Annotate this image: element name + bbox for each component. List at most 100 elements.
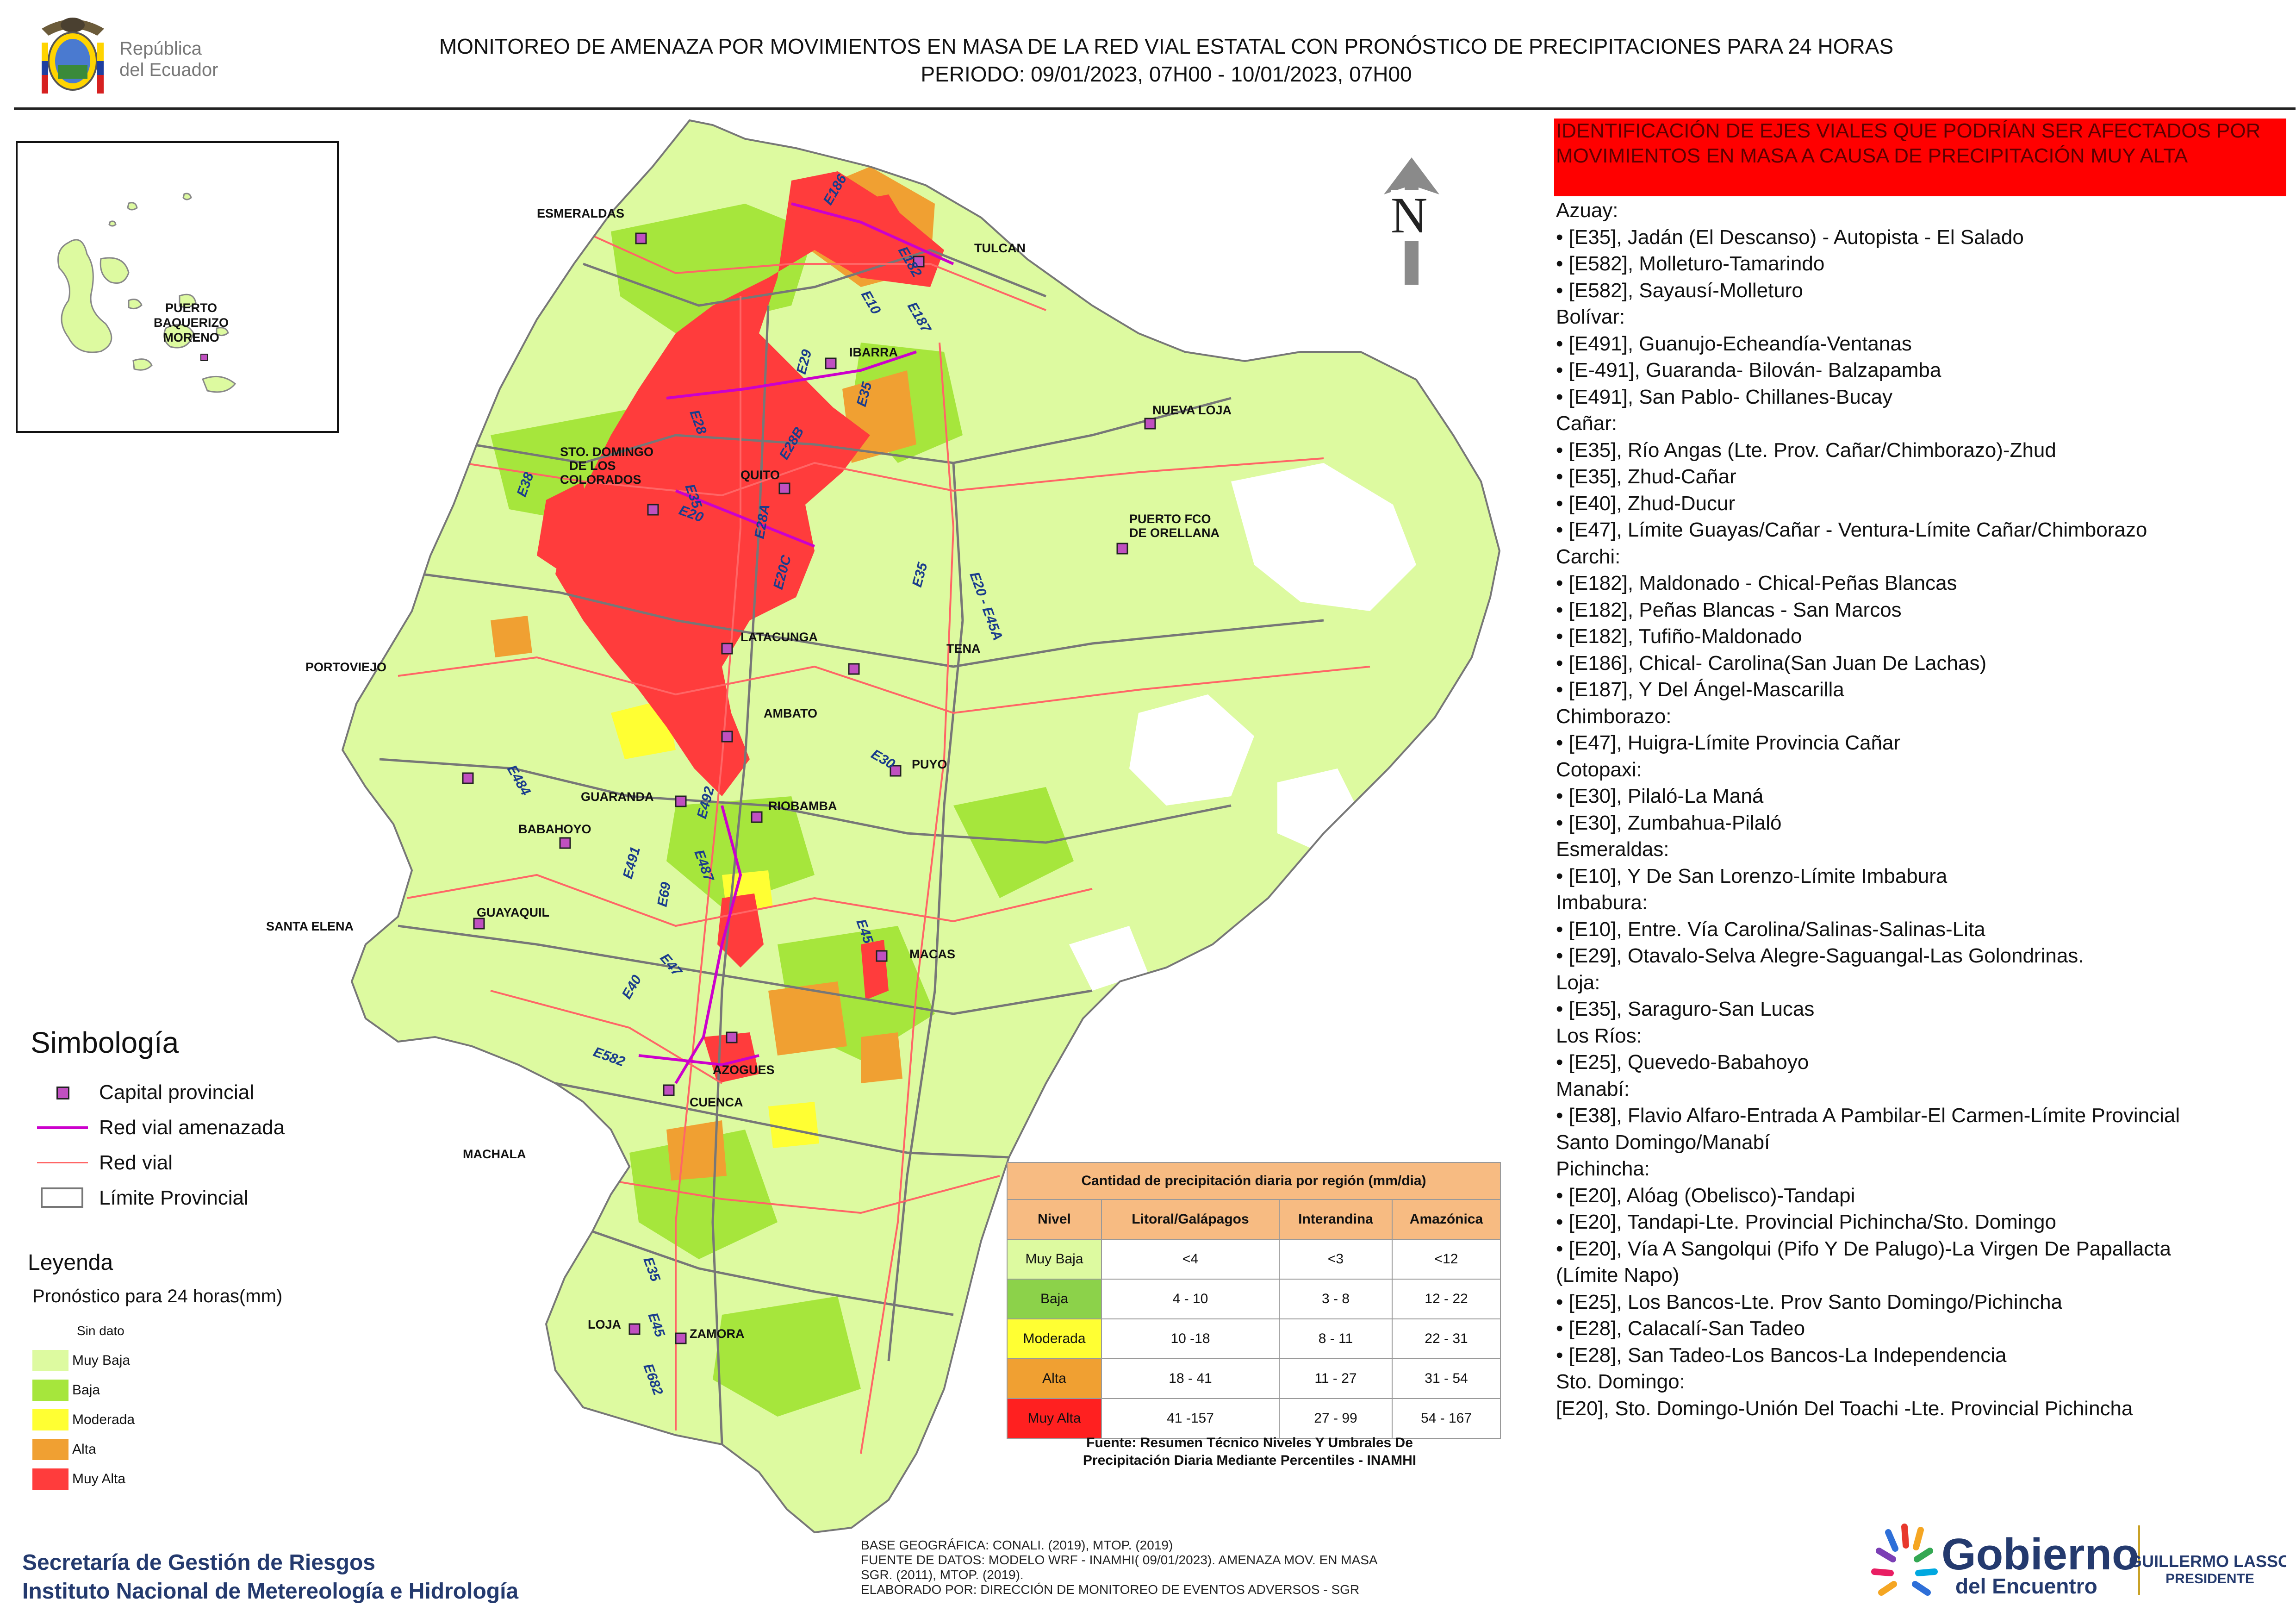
- coat-of-arms-icon: [32, 10, 113, 100]
- leyenda-item-label: Alta: [72, 1442, 96, 1457]
- precip-value: 18 - 41: [1101, 1358, 1280, 1399]
- precipitation-table: Cantidad de precipitación diaria por reg…: [1007, 1162, 1501, 1439]
- road-entry: • [E-491], Guaranda- Bilován- Balzapamba: [1556, 359, 1941, 381]
- road-entry: Santo Domingo/Manabí: [1556, 1131, 1770, 1154]
- leyenda-item-label: Moderada: [72, 1412, 135, 1427]
- city-loja: LOJA: [588, 1318, 621, 1331]
- road-entry: • [E20], Tandapi-Lte. Provincial Pichinc…: [1556, 1211, 2056, 1233]
- threat-header: IDENTIFICACIÓN DE EJES VIALES QUE PODRÍA…: [1554, 119, 2286, 196]
- road-entry: (Límite Napo): [1556, 1264, 1680, 1287]
- city-machala: MACHALA: [463, 1147, 526, 1161]
- city-sto-domingo-l1: STO. DOMINGO: [560, 445, 653, 459]
- road-entry: • [E29], Otavalo-Selva Alegre-Saguangal-…: [1556, 944, 2084, 967]
- road-entry: • [E582], Molleturo-Tamarindo: [1556, 252, 1825, 275]
- leyenda-item: Alta: [32, 1438, 96, 1461]
- road-entry: • [E30], Zumbahua-Pilaló: [1556, 811, 1782, 834]
- color-swatch: [32, 1409, 68, 1430]
- road-entry: • [E35], Zhud-Cañar: [1556, 465, 1736, 488]
- road-entry: • [E25], Los Bancos-Lte. Prov Santo Domi…: [1556, 1290, 2063, 1313]
- city-puerto-baquerizo-l2: BAQUERIZO: [154, 316, 229, 330]
- color-swatch: [32, 1320, 68, 1342]
- road-entry: • [E25], Quevedo-Babahoyo: [1556, 1051, 1809, 1074]
- province-heading: Bolívar:: [1556, 306, 1625, 328]
- city-macas: MACAS: [909, 947, 955, 961]
- city-ambato: AMBATO: [764, 706, 817, 720]
- road-entry: • [E182], Peñas Blancas - San Marcos: [1556, 598, 1902, 621]
- map-title: MONITOREO DE AMENAZA POR MOVIMIENTOS EN …: [439, 34, 1894, 86]
- city-puerto-baquerizo-l3: MORENO: [163, 331, 219, 344]
- precip-table-row: Alta 18 - 41 11 - 27 31 - 54: [1007, 1358, 1501, 1399]
- precip-value: 27 - 99: [1279, 1398, 1393, 1439]
- road-entry: • [E186], Chical- Carolina(San Juan De L…: [1556, 651, 1987, 675]
- color-swatch: [32, 1439, 68, 1460]
- province-heading: Azuay:: [1556, 199, 1618, 222]
- road-entry: • [E182], Tufiño-Maldonado: [1556, 625, 1802, 648]
- province-heading: Loja:: [1556, 971, 1600, 994]
- precip-level: Baja: [1007, 1279, 1102, 1319]
- city-ibarra: IBARRA: [849, 345, 898, 359]
- svg-text:GUILLERMO LASSO: GUILLERMO LASSO: [2129, 1552, 2286, 1571]
- city-puerto-baquerizo-l1: PUERTO: [165, 301, 217, 315]
- road-entry: • [E28], Calacalí-San Tadeo: [1556, 1317, 1805, 1340]
- leyenda-item: Muy Alta: [32, 1468, 125, 1491]
- province-heading: Carchi:: [1556, 545, 1621, 568]
- galapagos-inset: PUERTO BAQUERIZO MORENO: [16, 141, 339, 433]
- color-swatch: [32, 1350, 68, 1371]
- province-heading: Cañar:: [1556, 412, 1618, 435]
- city-nueva-loja: NUEVA LOJA: [1152, 403, 1232, 417]
- province-heading: Pichincha:: [1556, 1157, 1650, 1180]
- city-riobamba: RIOBAMBA: [768, 799, 837, 813]
- precip-value: 31 - 54: [1392, 1358, 1501, 1399]
- city-santa-elena: SANTA ELENA: [266, 919, 354, 933]
- city-azogues: AZOGUES: [713, 1063, 775, 1077]
- precip-table-row: Moderada 10 -18 8 - 11 22 - 31: [1007, 1318, 1501, 1359]
- city-sto-domingo-l2: DE LOS: [569, 459, 616, 473]
- color-swatch: [32, 1380, 68, 1401]
- threatened-roads-list: Azuay: • [E35], Jadán (El Descanso) - Aut…: [1556, 197, 2278, 1422]
- city-portoviejo: PORTOVIEJO: [305, 660, 386, 674]
- road-entry: • [E20], Alóag (Obelisco)-Tandapi: [1556, 1184, 1855, 1207]
- ecuador-map[interactable]: ESMERALDAS TULCAN IBARRA NUEVA LOJA STO.…: [259, 111, 1555, 1549]
- precip-value: 3 - 8: [1279, 1279, 1393, 1319]
- precip-table-header: Interandina: [1279, 1199, 1393, 1240]
- precip-table-header: Litoral/Galápagos: [1101, 1199, 1280, 1240]
- precip-table-header: Nivel: [1007, 1199, 1102, 1240]
- leyenda-item-label: Baja: [72, 1382, 100, 1398]
- leyenda-item-label: Muy Baja: [72, 1353, 131, 1368]
- road-entry: • [E20], Vía A Sangolqui (Pifo Y De Palu…: [1556, 1237, 2171, 1260]
- city-cuenca: CUENCA: [690, 1095, 743, 1109]
- province-heading: Chimborazo:: [1556, 705, 1672, 728]
- precip-source: Fuente: Resumen Técnico Niveles Y Umbral…: [1083, 1435, 1417, 1468]
- province-heading: Manabí:: [1556, 1077, 1630, 1100]
- road-entry: • [E35], Saraguro-San Lucas: [1556, 998, 1815, 1020]
- road-entry: • [E47], Huigra-Límite Provincia Cañar: [1556, 731, 1901, 754]
- leyenda-item-label: Muy Alta: [72, 1471, 126, 1487]
- gobierno-logo: Gobierno del Encuentro GUILLERMO LASSO P…: [1860, 1505, 2291, 1616]
- data-sources: BASE GEOGRÁFICA: CONALI. (2019), MTOP. (…: [861, 1538, 1378, 1597]
- precip-table-row: Muy Alta 41 -157 27 - 99 54 - 167: [1007, 1398, 1501, 1439]
- province-heading: Cotopaxi:: [1556, 758, 1642, 781]
- road-entry: • [E38], Flavio Alfaro-Entrada A Pambila…: [1556, 1104, 2180, 1127]
- road-entry: • [E35], Río Angas (Lte. Prov. Cañar/Chi…: [1556, 438, 2056, 462]
- leyenda-title: Leyenda: [28, 1250, 113, 1275]
- road-entry: • [E10], Entre. Vía Carolina/Salinas-Sal…: [1556, 918, 1985, 941]
- precip-value: <3: [1279, 1239, 1393, 1280]
- precip-value: 11 - 27: [1279, 1358, 1393, 1399]
- legend-red-vial: Red vial: [37, 1149, 173, 1177]
- city-esmeraldas: ESMERALDAS: [537, 206, 624, 220]
- province-heading: Los Ríos:: [1556, 1024, 1642, 1047]
- legend-capital-provincial: Capital provincial: [37, 1079, 254, 1106]
- north-label: N: [1391, 187, 1428, 244]
- country-name: República del Ecuador: [119, 38, 218, 80]
- precip-table-row: Muy Baja <4 <3 <12: [1007, 1239, 1501, 1280]
- color-swatch: [32, 1468, 68, 1490]
- precip-value: 8 - 11: [1279, 1318, 1393, 1359]
- road-entry: • [E30], Pilaló-La Maná: [1556, 785, 1764, 807]
- city-babahoyo: BABAHOYO: [518, 822, 591, 836]
- road-entry: • [E187], Y Del Ángel-Mascarilla: [1556, 678, 1844, 701]
- precip-value: 54 - 167: [1392, 1398, 1501, 1439]
- leyenda-item-label: Sin dato: [77, 1324, 124, 1338]
- simbologia-title: Simbología: [31, 1026, 179, 1059]
- road-entry: [E20], Sto. Domingo-Unión Del Toachi -Lt…: [1556, 1397, 2133, 1420]
- city-puerto-fco-l1: PUERTO FCO: [1129, 512, 1211, 526]
